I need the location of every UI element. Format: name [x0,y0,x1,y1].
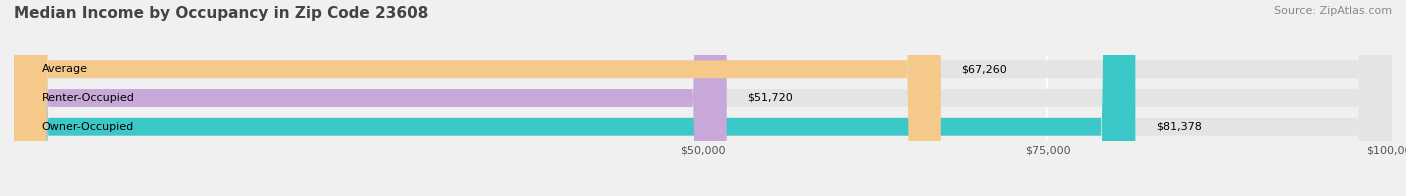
FancyBboxPatch shape [14,0,941,196]
FancyBboxPatch shape [14,0,1136,196]
Text: $51,720: $51,720 [748,93,793,103]
FancyBboxPatch shape [14,0,727,196]
Text: Renter-Occupied: Renter-Occupied [42,93,135,103]
Text: Average: Average [42,64,87,74]
Text: Source: ZipAtlas.com: Source: ZipAtlas.com [1274,6,1392,16]
Text: Owner-Occupied: Owner-Occupied [42,122,134,132]
FancyBboxPatch shape [14,0,1392,196]
FancyBboxPatch shape [14,0,1392,196]
Text: Median Income by Occupancy in Zip Code 23608: Median Income by Occupancy in Zip Code 2… [14,6,429,21]
Text: $81,378: $81,378 [1156,122,1202,132]
FancyBboxPatch shape [14,0,1392,196]
Text: $67,260: $67,260 [962,64,1007,74]
